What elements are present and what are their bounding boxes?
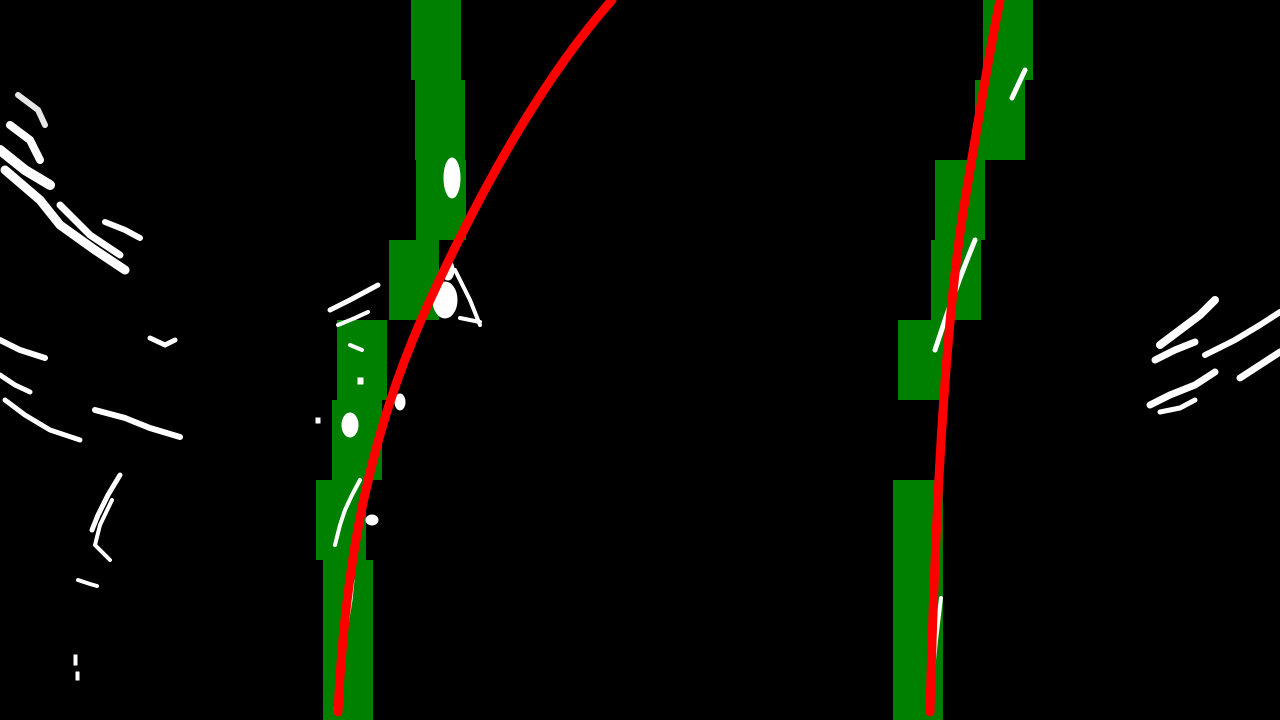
left-lane-stray-pixels xyxy=(315,268,482,424)
right-edge-pixels xyxy=(1146,296,1280,415)
left-lane-window-7 xyxy=(415,80,465,160)
right-lane-fit-curve xyxy=(925,0,1005,717)
detected-pixels xyxy=(0,92,1280,681)
right-lane-pixels-top xyxy=(1009,67,1028,101)
left-lane-blob-1 xyxy=(341,412,359,438)
left-lane-window-0 xyxy=(323,640,373,720)
lane-fit-curves xyxy=(333,0,1005,717)
left-lane-window-4 xyxy=(337,320,387,400)
left-lane-blob-3 xyxy=(394,393,406,411)
left-edge-pixels xyxy=(0,92,183,681)
left-lane-fit-curve xyxy=(333,0,617,717)
left-lane-window-8 xyxy=(411,0,461,80)
left-lane-blob-5 xyxy=(443,157,461,199)
left-lane-window-5 xyxy=(389,240,439,320)
left-lane-pixels-mid xyxy=(333,478,362,547)
left-lane-blob-2 xyxy=(365,514,379,526)
